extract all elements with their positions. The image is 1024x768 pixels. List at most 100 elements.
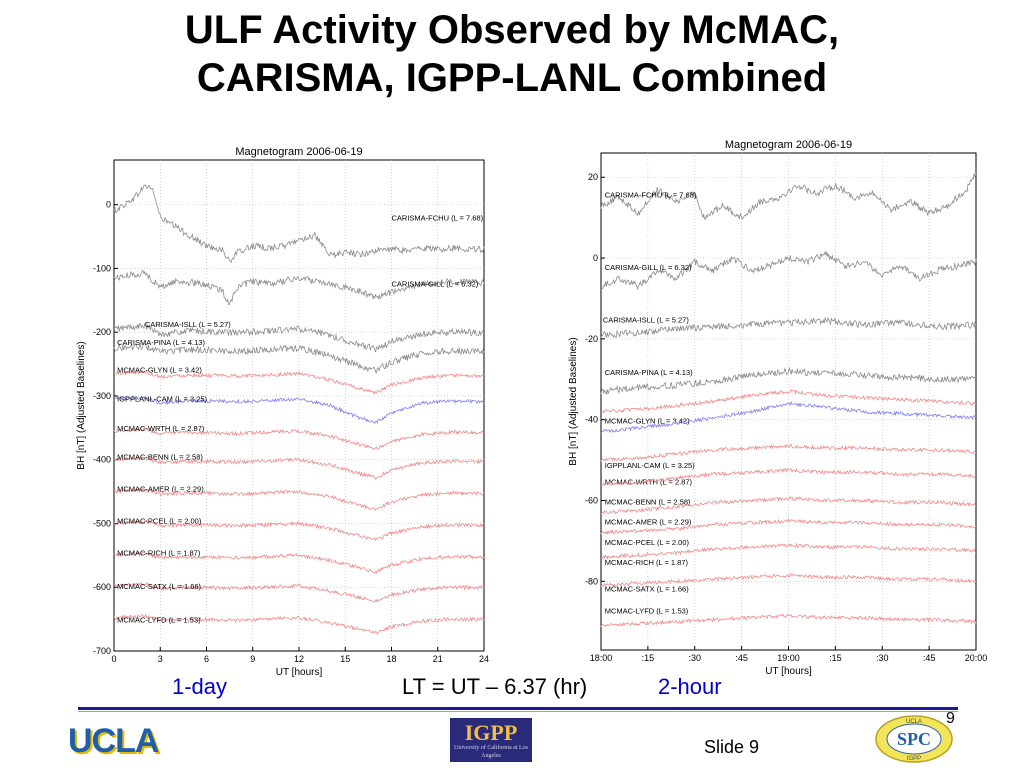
series-line xyxy=(600,613,977,628)
series-line xyxy=(600,389,977,414)
footer-rule-thin xyxy=(78,711,958,712)
series-line xyxy=(113,519,485,542)
series-line xyxy=(113,270,485,305)
igpp-logo: IGPP University of California at Los Ang… xyxy=(450,718,532,762)
igpp-logo-text: IGPP xyxy=(464,720,518,745)
series-label: MCMAC-GLYN (L = 3.42) xyxy=(117,365,202,374)
spc-logo-top: UCLA xyxy=(906,719,922,725)
series-label: MCMAC-BENN (L = 2.58) xyxy=(117,453,203,462)
y-tick-label: -500 xyxy=(93,518,111,528)
series-label: MCMAC-WRTH (L = 2.87) xyxy=(605,477,693,486)
series-label: MCMAC-WRTH (L = 2.87) xyxy=(117,424,205,433)
series-label: IGPPLANL-CAM (L = 3.25) xyxy=(605,461,695,470)
series-line xyxy=(600,316,977,338)
x-tick-label: 3 xyxy=(158,654,163,664)
series-line xyxy=(113,487,485,512)
x-tick-label: :30 xyxy=(876,653,889,663)
y-tick-label: 0 xyxy=(593,253,598,263)
x-tick-label: :45 xyxy=(735,653,748,663)
caption-1-day: 1-day xyxy=(172,674,228,699)
series-line xyxy=(600,250,977,291)
series-line xyxy=(600,572,977,588)
x-tick-label: :15 xyxy=(829,653,842,663)
x-tick-label: 24 xyxy=(479,654,489,664)
x-tick-label: 18:00 xyxy=(590,653,613,663)
y-tick-label: -60 xyxy=(585,495,598,505)
ucla-logo: UCLA xyxy=(68,722,159,760)
x-tick-label: 20:00 xyxy=(965,653,988,663)
igpp-logo-subtitle: University of California at Los Angeles xyxy=(454,745,528,759)
slide-label: Slide 9 xyxy=(704,737,760,757)
series-label: MCMAC-RICH (L = 1.87) xyxy=(117,548,201,557)
y-tick-label: 0 xyxy=(106,200,111,210)
y-tick-label: -300 xyxy=(93,391,111,401)
series-label: MCMAC-PCEL (L = 2.00) xyxy=(117,516,202,525)
series-line xyxy=(600,173,977,221)
page-number: 9 xyxy=(946,710,955,727)
series-line xyxy=(600,468,977,487)
series-label: CARISMA-ISLL (L = 5.27) xyxy=(603,316,689,325)
series-line xyxy=(113,322,484,353)
x-tick-label: 9 xyxy=(250,654,255,664)
series-line xyxy=(113,426,485,451)
series-line xyxy=(600,366,977,396)
series-label: IGPPLANL-CAM (L = 3.25) xyxy=(117,395,207,404)
x-axis-label: UT [hours] xyxy=(765,666,812,677)
x-tick-label: 12 xyxy=(294,654,304,664)
y-tick-label: -40 xyxy=(585,415,598,425)
series-line xyxy=(600,443,977,462)
y-tick-label: -400 xyxy=(93,455,111,465)
series-line xyxy=(600,542,977,560)
x-tick-label: :45 xyxy=(923,653,936,663)
series-label: CARISMA-PINA (L = 4.13) xyxy=(117,338,205,347)
y-tick-label: 20 xyxy=(588,172,598,182)
spc-logo-bottom: IGPP xyxy=(907,756,921,762)
series-label: CARISMA-GILL (L = 6.32) xyxy=(392,279,479,288)
series-label: MCMAC-LYFD (L = 1.53) xyxy=(117,615,201,624)
y-tick-label: -600 xyxy=(93,582,111,592)
y-tick-label: -200 xyxy=(93,327,111,337)
series-label: CARISMA-FCHU (L = 7.68) xyxy=(605,190,697,199)
series-label: MCMAC-AMER (L = 2.29) xyxy=(117,485,204,494)
series-line xyxy=(600,496,977,515)
y-tick-label: -700 xyxy=(93,646,111,656)
series-line xyxy=(113,184,485,264)
series-line xyxy=(113,613,485,635)
x-tick-label: 15 xyxy=(340,654,350,664)
y-tick-label: -100 xyxy=(93,263,111,273)
x-tick-label: :30 xyxy=(688,653,701,663)
x-tick-label: 19:00 xyxy=(777,653,800,663)
series-line xyxy=(113,455,485,480)
caption-lt-formula: LT = UT – 6.37 (hr) xyxy=(402,674,588,699)
chart-title: Magnetogram 2006-06-19 xyxy=(235,146,362,158)
series-line xyxy=(113,551,485,574)
series-label: MCMAC-SATX (L = 1.66) xyxy=(605,584,689,593)
y-tick-label: -80 xyxy=(585,576,598,586)
series-label: MCMAC-RICH (L = 1.87) xyxy=(605,558,689,567)
series-line xyxy=(600,401,977,434)
x-tick-label: 0 xyxy=(111,654,116,664)
series-label: CARISMA-GILL (L = 6.32) xyxy=(605,263,692,272)
caption-2-hour: 2-hour xyxy=(658,674,722,699)
series-label: MCMAC-BENN (L = 2.58) xyxy=(605,498,691,507)
x-tick-label: 21 xyxy=(433,654,443,664)
series-line xyxy=(113,395,485,425)
series-line xyxy=(113,370,485,395)
series-label: MCMAC-LYFD (L = 1.53) xyxy=(605,607,689,616)
slide-title-line-2: CARISMA, IGPP-LANL Combined xyxy=(196,56,828,100)
plot-frame xyxy=(600,152,977,651)
x-tick-label: :15 xyxy=(642,653,655,663)
series-label: CARISMA-PINA (L = 4.13) xyxy=(605,368,693,377)
series-label: MCMAC-PCEL (L = 2.00) xyxy=(605,538,690,547)
slide-title-line-1: ULF Activity Observed by McMAC, xyxy=(184,8,840,52)
series-line xyxy=(113,342,485,374)
footer-rule xyxy=(78,707,958,710)
y-axis-label: BH [nT] (Adjusted Baselines) xyxy=(568,337,579,465)
slide-title: ULF Activity Observed by McMAC, CARISMA,… xyxy=(0,6,1024,102)
series-label: CARISMA-FCHU (L = 7.68) xyxy=(392,214,484,223)
y-tick-label: -20 xyxy=(585,334,598,344)
x-tick-label: 18 xyxy=(386,654,396,664)
x-tick-label: 6 xyxy=(204,654,209,664)
